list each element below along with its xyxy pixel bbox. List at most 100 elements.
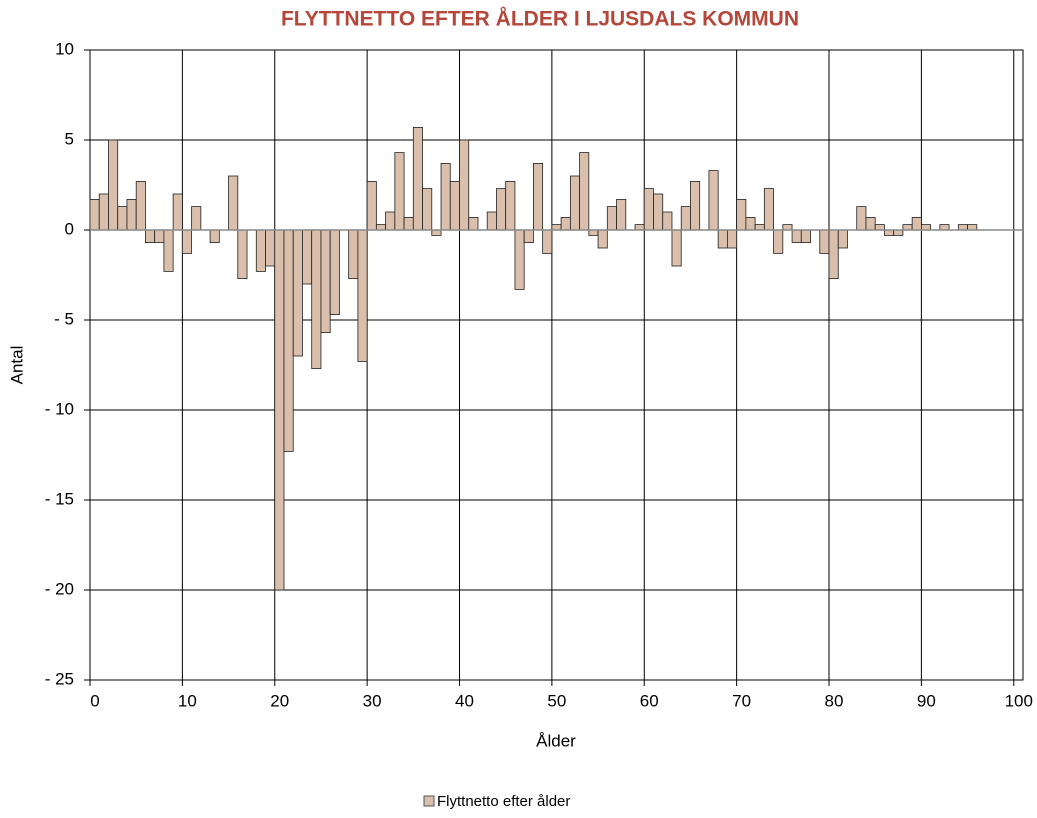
y-tick-label: - 10 bbox=[45, 399, 74, 418]
bar bbox=[412, 127, 423, 231]
bar bbox=[431, 229, 442, 236]
x-tick-label: 20 bbox=[270, 691, 289, 710]
bar bbox=[542, 229, 553, 254]
x-tick-label: 70 bbox=[732, 691, 751, 710]
bar bbox=[856, 206, 867, 231]
bar bbox=[523, 229, 534, 244]
bar bbox=[394, 152, 405, 231]
bar bbox=[514, 229, 525, 290]
bar bbox=[375, 224, 387, 231]
y-tick-label: - 5 bbox=[54, 309, 74, 328]
bar bbox=[671, 229, 682, 267]
legend-swatch bbox=[423, 795, 435, 807]
x-tick-label: 80 bbox=[825, 691, 844, 710]
bar bbox=[237, 229, 248, 279]
bar bbox=[145, 229, 156, 244]
bar bbox=[320, 229, 331, 333]
bar bbox=[255, 229, 266, 272]
bar bbox=[274, 229, 285, 591]
bar bbox=[939, 224, 950, 231]
bar bbox=[108, 139, 119, 231]
bar bbox=[496, 188, 507, 231]
bar bbox=[745, 216, 756, 231]
bar bbox=[597, 229, 608, 249]
bar bbox=[957, 224, 968, 231]
bar bbox=[163, 229, 174, 272]
bar bbox=[126, 198, 137, 231]
bar bbox=[348, 229, 359, 279]
bar bbox=[98, 193, 109, 231]
bar bbox=[228, 175, 239, 231]
bar bbox=[791, 229, 802, 244]
bar bbox=[172, 193, 183, 231]
bar bbox=[449, 180, 460, 231]
bar bbox=[893, 229, 904, 236]
bar bbox=[385, 211, 396, 231]
bar bbox=[726, 229, 738, 249]
y-tick-label: 5 bbox=[65, 129, 74, 148]
x-tick-label: 10 bbox=[178, 691, 197, 710]
bar bbox=[588, 229, 599, 236]
bar bbox=[653, 193, 664, 231]
y-tick-label: 10 bbox=[55, 39, 74, 58]
bar bbox=[911, 216, 922, 231]
bar bbox=[690, 180, 701, 231]
bar bbox=[569, 175, 580, 231]
bar bbox=[884, 229, 895, 236]
x-tick-label: 40 bbox=[455, 691, 474, 710]
y-tick-label: - 20 bbox=[45, 579, 74, 598]
bar bbox=[505, 180, 516, 231]
bar bbox=[302, 229, 313, 285]
chart-title: FLYTTNETTO EFTER ÅLDER I LJUSDALS KOMMUN bbox=[281, 7, 799, 31]
bar bbox=[736, 198, 747, 231]
bar bbox=[579, 152, 590, 231]
bar bbox=[311, 229, 322, 370]
plot-frame bbox=[89, 49, 1024, 681]
bar bbox=[191, 206, 202, 231]
y-tick-label: 0 bbox=[65, 219, 74, 238]
x-tick-label: 100 bbox=[1005, 691, 1033, 710]
bar bbox=[606, 206, 617, 231]
bar bbox=[616, 198, 627, 231]
x-tick-label: 30 bbox=[363, 691, 382, 710]
bar bbox=[634, 224, 645, 231]
bar bbox=[782, 224, 793, 231]
bar bbox=[874, 224, 885, 231]
bar bbox=[329, 229, 340, 315]
bar bbox=[135, 180, 146, 231]
x-axis-label: Ålder bbox=[536, 731, 576, 750]
bar bbox=[209, 229, 220, 244]
bar bbox=[403, 216, 414, 231]
bar bbox=[533, 162, 544, 231]
x-tick-label: 90 bbox=[917, 691, 936, 710]
y-axis-label: Antal bbox=[7, 346, 26, 385]
x-tick-label: 60 bbox=[640, 691, 659, 710]
bar bbox=[366, 180, 377, 231]
x-tick-label: 50 bbox=[547, 691, 566, 710]
bar bbox=[117, 206, 128, 231]
bar bbox=[680, 206, 691, 231]
bar bbox=[459, 139, 470, 231]
bar bbox=[440, 162, 451, 231]
bar bbox=[800, 229, 811, 244]
bar bbox=[560, 216, 571, 231]
bar bbox=[292, 229, 303, 357]
y-tick-label: - 25 bbox=[45, 669, 74, 688]
bar bbox=[837, 229, 848, 249]
bar bbox=[920, 224, 932, 231]
bar bbox=[708, 170, 719, 231]
bar bbox=[819, 229, 830, 254]
bar bbox=[551, 224, 562, 231]
bar bbox=[486, 211, 497, 231]
bar bbox=[662, 211, 673, 231]
bar bbox=[357, 229, 368, 362]
bar bbox=[717, 229, 728, 249]
bar bbox=[902, 224, 913, 231]
bar bbox=[154, 229, 165, 244]
bar bbox=[89, 198, 100, 231]
bar bbox=[763, 188, 774, 231]
bar bbox=[967, 224, 978, 231]
bar bbox=[265, 229, 276, 267]
bar bbox=[643, 188, 654, 231]
